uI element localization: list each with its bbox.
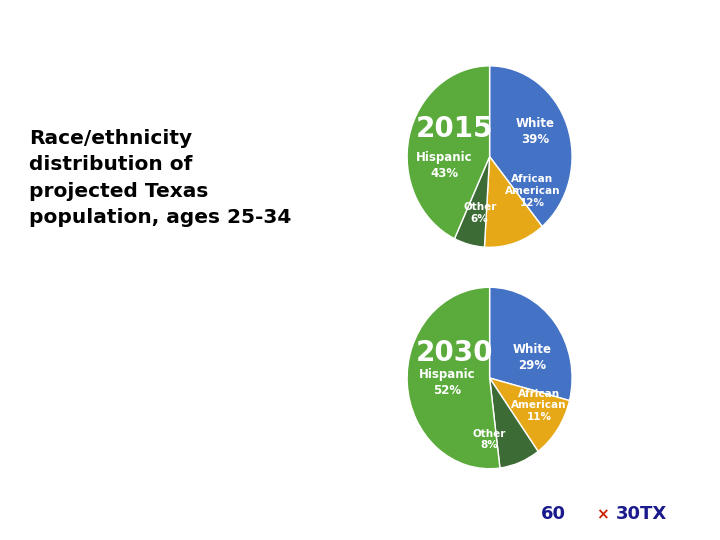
Text: Other
8%: Other 8% — [473, 429, 506, 450]
Wedge shape — [407, 66, 490, 239]
Text: ×: × — [595, 507, 608, 522]
Text: Hispanic
43%: Hispanic 43% — [416, 151, 472, 180]
Text: 2015: 2015 — [416, 116, 494, 144]
Text: 2030: 2030 — [416, 339, 494, 367]
Text: White
39%: White 39% — [516, 117, 554, 146]
Wedge shape — [490, 378, 570, 451]
Text: Race/ethnicity
distribution of
projected Texas
population, ages 25-34: Race/ethnicity distribution of projected… — [29, 129, 291, 227]
Wedge shape — [490, 287, 572, 401]
Text: Hispanic
52%: Hispanic 52% — [418, 368, 475, 397]
Text: African
American
11%: African American 11% — [511, 389, 567, 422]
Text: 30TX: 30TX — [616, 505, 667, 523]
Text: African
American
12%: African American 12% — [505, 174, 560, 208]
Text: 60: 60 — [541, 505, 566, 523]
Wedge shape — [485, 157, 542, 247]
Text: White
29%: White 29% — [513, 343, 552, 372]
Wedge shape — [407, 287, 500, 469]
Text: Other
6%: Other 6% — [463, 202, 496, 224]
Wedge shape — [490, 378, 538, 468]
Wedge shape — [454, 157, 490, 247]
Wedge shape — [490, 66, 572, 226]
